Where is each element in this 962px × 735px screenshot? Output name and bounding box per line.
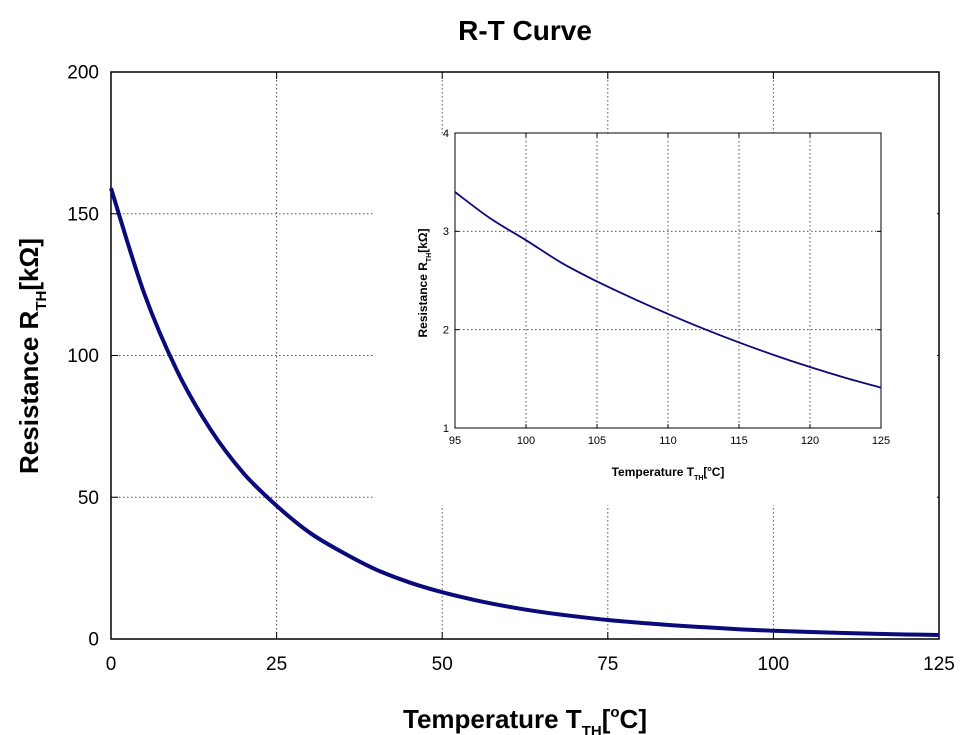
inset-y-label-main: Resistance R <box>416 262 430 338</box>
main-x-label-sup: o <box>610 704 619 721</box>
inset-series-line <box>454 191 882 389</box>
main-x-label-main: Temperature T <box>403 704 582 734</box>
main-y-tick-label: 0 <box>88 630 99 651</box>
main-gridlines <box>111 72 939 639</box>
inset-y-tick-label: 3 <box>443 226 449 238</box>
inset-x-tick-label: 115 <box>730 435 748 447</box>
main-tick-labels: 0 25 50 75 100 125 0 50 100 150 200 <box>67 63 955 675</box>
inset-x-tick-label: 100 <box>517 435 535 447</box>
main-x-axis-label: Temperature TTH[oC] <box>403 704 647 735</box>
main-series-line <box>109 187 940 638</box>
inset-x-label-sup: o <box>707 466 711 473</box>
inset-y-axis-label: Resistance RTH[kΩ] <box>416 228 433 337</box>
main-x-label-sub: TH <box>582 723 602 735</box>
inset-x-tick-label: 125 <box>872 435 890 447</box>
inset-x-axis-label: Temperature TTH[oC] <box>612 465 725 482</box>
inset-x-label-pre: [ <box>703 465 707 479</box>
main-x-label-post: C] <box>620 704 647 734</box>
main-y-tick-label: 200 <box>67 63 99 84</box>
main-y-tick-label: 150 <box>67 204 99 225</box>
inset-background <box>375 135 937 505</box>
inset-series-path-0 <box>454 191 882 389</box>
inset-tick-labels: 95 100 105 110 115 120 125 1 2 3 4 <box>443 128 890 447</box>
main-x-tick-label: 25 <box>266 654 287 675</box>
main-series-path-0 <box>109 187 940 638</box>
inset-x-tick-label: 110 <box>659 435 677 447</box>
main-y-tick-label: 50 <box>78 488 99 509</box>
inset-x-tick-label: 95 <box>449 435 461 447</box>
main-x-tick-label: 50 <box>432 654 453 675</box>
inset-x-label-main: Temperature T <box>612 465 695 479</box>
inset-y-label-sub: TH <box>426 253 433 262</box>
inset-x-label-sub: TH <box>694 475 703 482</box>
main-x-label-pre: [ <box>602 704 611 734</box>
main-y-tick-label: 100 <box>67 346 99 367</box>
main-x-tick-label: 75 <box>597 654 618 675</box>
main-y-axis-label: Resistance RTH[kΩ] <box>14 238 50 474</box>
chart-title: R-T Curve <box>458 15 592 46</box>
inset-y-tick-label: 1 <box>443 423 449 435</box>
inset-x-tick-label: 105 <box>588 435 606 447</box>
inset-y-tick-label: 2 <box>443 325 449 337</box>
main-x-tick-label: 125 <box>923 654 955 675</box>
main-x-tick-label: 0 <box>106 654 117 675</box>
inset-y-tick-label: 4 <box>443 128 449 140</box>
inset-x-tick-label: 120 <box>801 435 819 447</box>
inset-gridlines <box>455 133 881 428</box>
inset-y-label-unit: [kΩ] <box>416 228 430 252</box>
inset-x-label-post: C] <box>712 465 725 479</box>
main-y-label-main: Resistance R <box>14 310 44 474</box>
main-y-label-sub: TH <box>33 291 50 311</box>
main-x-tick-label: 100 <box>758 654 790 675</box>
main-y-label-unit: [kΩ] <box>14 238 44 291</box>
inset-tick-marks <box>454 132 882 429</box>
